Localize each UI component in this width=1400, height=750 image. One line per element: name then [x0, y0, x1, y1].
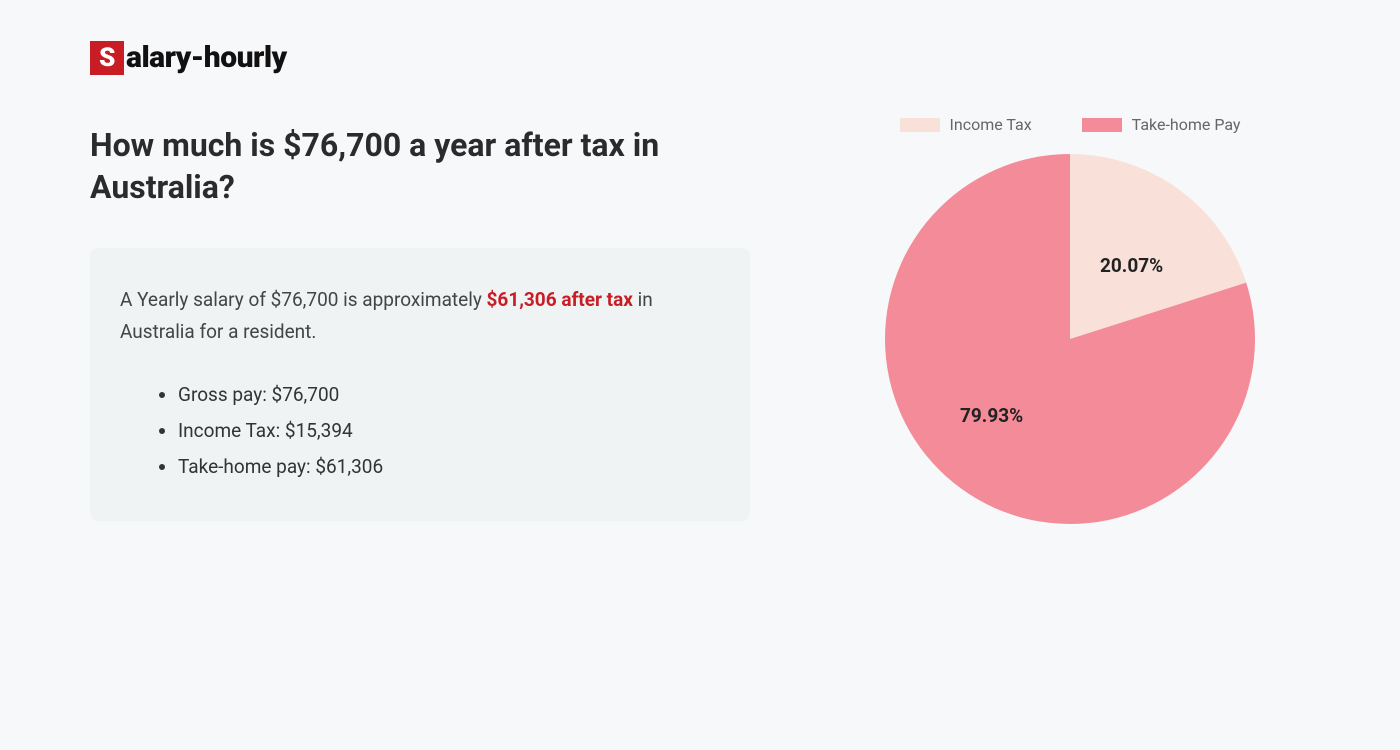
breakdown-list: Gross pay: $76,700 Income Tax: $15,394 T…: [120, 377, 720, 485]
logo-badge: S: [90, 41, 124, 75]
legend-swatch: [1082, 118, 1122, 132]
legend-label: Take-home Pay: [1132, 115, 1241, 134]
list-item: Take-home pay: $61,306: [178, 449, 720, 485]
slice-label-take-home: 79.93%: [960, 404, 1023, 427]
summary-highlight: $61,306 after tax: [487, 288, 633, 311]
main-content: How much is $76,700 a year after tax in …: [90, 125, 1310, 524]
left-column: How much is $76,700 a year after tax in …: [90, 125, 750, 524]
logo-text: alary-hourly: [126, 40, 287, 75]
legend-swatch: [900, 118, 940, 132]
chart-column: Income Tax Take-home Pay 20.07% 79.93%: [830, 125, 1310, 524]
chart-legend: Income Tax Take-home Pay: [900, 115, 1241, 134]
pie-svg: [885, 154, 1255, 524]
list-item: Gross pay: $76,700: [178, 377, 720, 413]
legend-label: Income Tax: [950, 115, 1032, 134]
legend-item-take-home: Take-home Pay: [1082, 115, 1241, 134]
pie-chart: 20.07% 79.93%: [885, 154, 1255, 524]
summary-card: A Yearly salary of $76,700 is approximat…: [90, 248, 750, 521]
legend-item-income-tax: Income Tax: [900, 115, 1032, 134]
list-item: Income Tax: $15,394: [178, 413, 720, 449]
summary-text: A Yearly salary of $76,700 is approximat…: [120, 284, 720, 349]
page-headline: How much is $76,700 a year after tax in …: [90, 125, 750, 208]
site-logo: Salary-hourly: [90, 40, 1310, 75]
slice-label-income-tax: 20.07%: [1100, 254, 1163, 277]
summary-pre: A Yearly salary of $76,700 is approximat…: [120, 288, 487, 311]
